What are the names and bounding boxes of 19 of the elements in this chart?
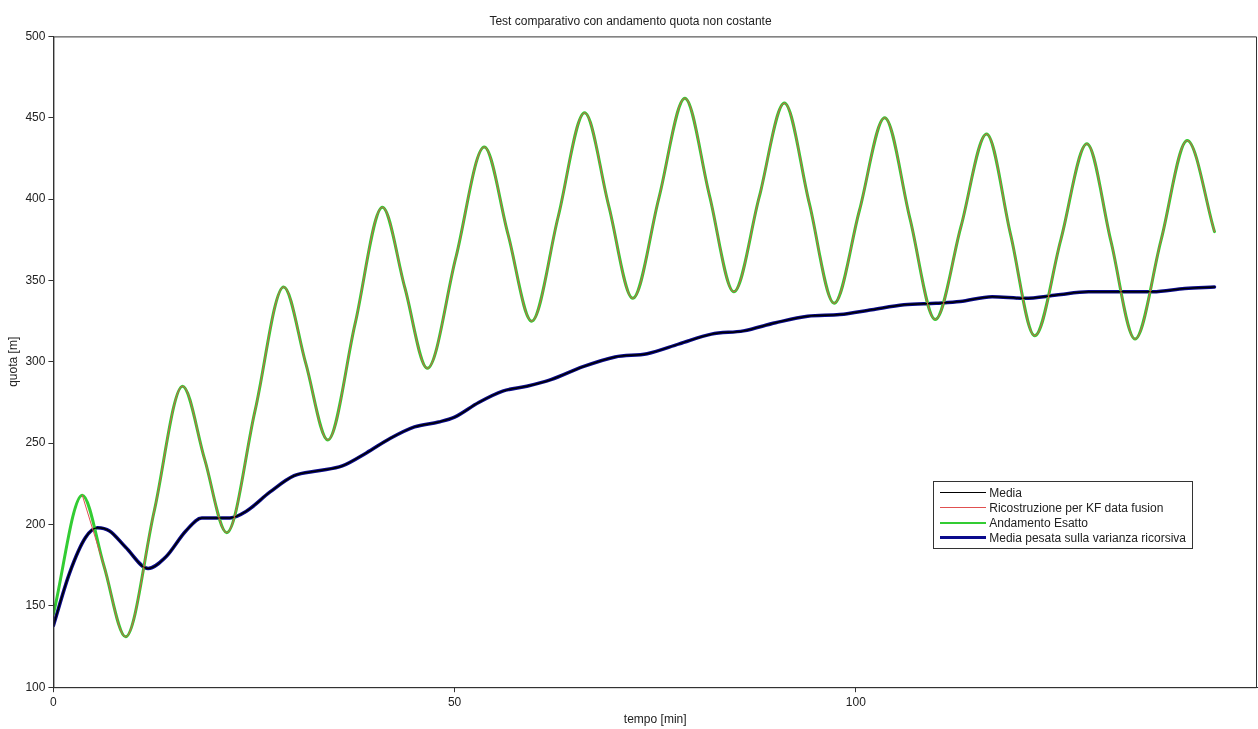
x-axis-title: tempo [min] — [623, 712, 687, 727]
legend-label: Ricostruzione per KF data fusion — [989, 500, 1164, 515]
y-tick-label: 400 — [25, 191, 46, 206]
y-tick-label: 350 — [25, 272, 46, 287]
y-tick-label: 500 — [25, 28, 46, 43]
x-tick-label: 50 — [447, 694, 462, 709]
y-tick-label: 200 — [25, 516, 46, 531]
y-tick-label: 100 — [25, 679, 46, 694]
y-tick-label: 300 — [25, 354, 46, 369]
x-tick-label: 0 — [50, 694, 58, 709]
legend-label: Media — [989, 485, 1022, 500]
x-tick-label: 100 — [845, 694, 867, 709]
legend-label: Andamento Esatto — [989, 515, 1088, 530]
y-tick-label: 250 — [25, 435, 46, 450]
y-tick-label: 450 — [25, 110, 46, 125]
legend-label: Media pesata sulla varianza ricorsiva — [989, 530, 1186, 545]
y-axis-title: quota [m] — [5, 336, 20, 387]
y-tick-label: 150 — [25, 598, 46, 613]
chart-title: Test comparativo con andamento quota non costante — [489, 13, 772, 28]
